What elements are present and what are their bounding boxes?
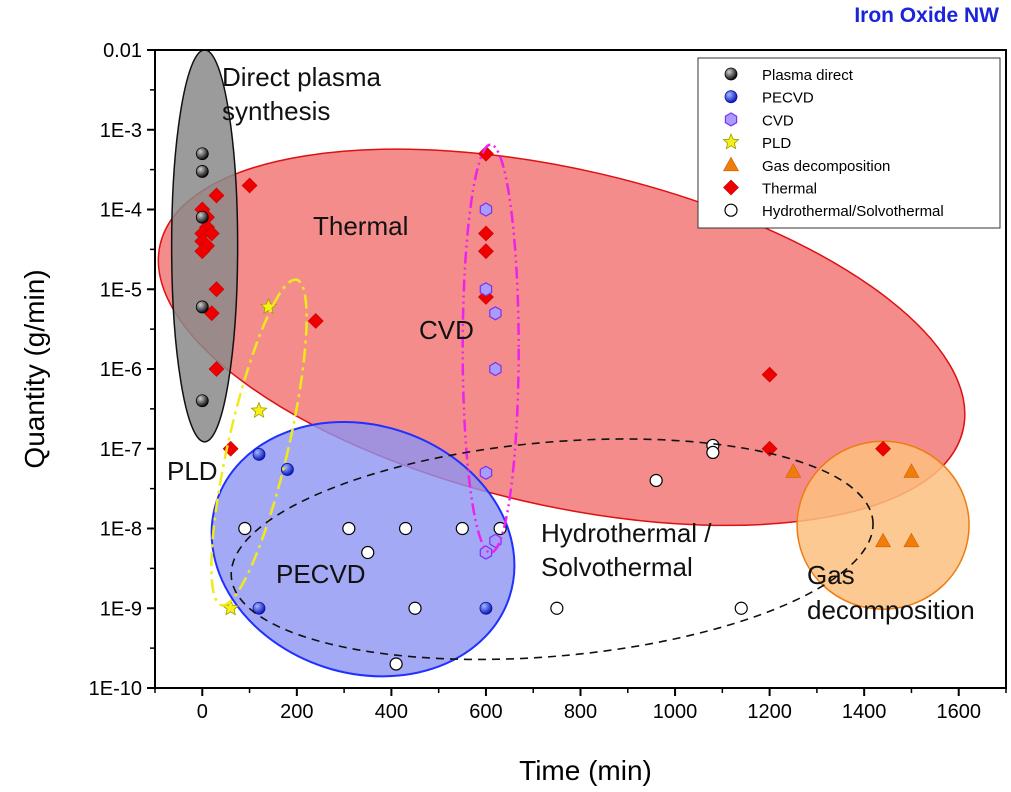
x-tick-label: 400 [375, 701, 408, 723]
point-hydrothermal-solvothermal [408, 601, 422, 615]
point-thermal [761, 440, 778, 457]
legend-label: Hydrothermal/Solvothermal [762, 203, 944, 220]
point-gas-decomposition [875, 532, 892, 548]
point-pecvd [280, 463, 294, 476]
region-label: Hydrothermal / [541, 518, 712, 548]
point-hydrothermal-solvothermal [734, 601, 748, 615]
point-cvd [489, 361, 502, 377]
legend-marker [722, 133, 740, 150]
cvd-region [461, 143, 520, 554]
y-tick-label: 1E-6 [100, 359, 142, 381]
point-hydrothermal-solvothermal [550, 601, 564, 615]
point-plasma-direct [195, 165, 209, 178]
point-thermal [208, 281, 225, 298]
point-gas-decomposition [903, 532, 920, 548]
point-cvd [489, 306, 502, 321]
point-pecvd [252, 447, 266, 461]
point-thermal [203, 225, 220, 242]
y-tick-label: 1E-8 [100, 519, 142, 541]
y-tick-label: 1E-3 [100, 120, 142, 142]
region-label: Thermal [313, 211, 408, 241]
point-hydrothermal-solvothermal [493, 521, 507, 536]
region-label: PECVD [276, 559, 366, 589]
point-hydrothermal-solvothermal [398, 521, 413, 536]
y-tick-label: 1E-4 [100, 200, 142, 222]
legend-label: CVD [762, 112, 794, 129]
legend-label: Gas decomposition [762, 158, 890, 175]
legend-label: PECVD [762, 90, 814, 107]
region-label: Solvothermal [541, 552, 693, 582]
y-tick-label: 1E-10 [89, 678, 142, 700]
legend-marker [724, 90, 738, 104]
legend-box [697, 57, 1001, 229]
chart-title: Iron Oxide NW [854, 4, 999, 27]
point-thermal [208, 361, 225, 377]
legend-label: PLD [762, 135, 791, 152]
point-cvd [479, 545, 493, 560]
point-hydrothermal-solvothermal [361, 545, 375, 560]
y-tick-label: 1E-5 [100, 279, 142, 301]
y-axis-label: Quantity (g/min) [19, 269, 50, 468]
y-tick-label: 0.01 [103, 40, 142, 62]
legend-marker [722, 156, 740, 172]
legend-marker [723, 179, 739, 196]
x-tick-label: 0 [197, 701, 208, 723]
hydrothermal-region [230, 438, 874, 661]
point-thermal [241, 177, 258, 194]
x-tick-label: 800 [564, 701, 597, 723]
legend-marker [724, 203, 738, 217]
x-tick-label: 1000 [653, 701, 698, 723]
point-thermal [208, 187, 225, 204]
point-thermal [194, 243, 211, 260]
point-pld [250, 401, 268, 419]
point-gas-decomposition [785, 463, 802, 478]
legend-marker [724, 67, 738, 81]
y-tick-label: 1E-7 [100, 439, 142, 461]
point-plasma-direct [195, 147, 209, 161]
x-tick-label: 200 [280, 701, 313, 723]
region-label: decomposition [807, 595, 975, 625]
y-tick-label: 1E-9 [100, 598, 142, 620]
point-plasma-direct [195, 394, 209, 408]
point-plasma-direct [195, 210, 209, 224]
point-thermal [478, 243, 494, 260]
x-tick-label: 1600 [936, 701, 981, 723]
point-hydrothermal-solvothermal [389, 657, 403, 671]
point-gas-decomposition [903, 463, 920, 478]
point-cvd [479, 465, 493, 480]
point-hydrothermal-solvothermal [238, 521, 252, 536]
x-axis-label: Time (min) [519, 755, 652, 786]
point-plasma-direct [195, 300, 209, 314]
region-label: PLD [167, 456, 218, 486]
point-thermal [478, 225, 494, 242]
region-label: Gas [807, 560, 855, 590]
x-tick-label: 1200 [747, 701, 792, 723]
legend-label: Plasma direct [762, 67, 854, 84]
region-label: synthesis [222, 96, 330, 126]
point-hydrothermal-solvothermal [649, 473, 663, 488]
point-hydrothermal-solvothermal [342, 521, 356, 536]
point-hydrothermal-solvothermal [706, 445, 720, 459]
x-tick-label: 600 [469, 701, 502, 723]
pld-region [210, 278, 308, 607]
point-pecvd [252, 601, 266, 615]
point-thermal [761, 366, 778, 383]
point-thermal [307, 313, 324, 329]
x-tick-label: 1400 [842, 701, 887, 723]
legend-marker [724, 112, 738, 127]
point-thermal [875, 440, 892, 457]
point-hydrothermal-solvothermal [455, 521, 469, 536]
legend-label: Thermal [762, 181, 817, 198]
point-cvd [479, 202, 493, 217]
region-label: Direct plasma [222, 62, 381, 92]
region-label: CVD [419, 315, 474, 345]
point-cvd [479, 282, 493, 297]
point-pecvd [479, 601, 493, 615]
